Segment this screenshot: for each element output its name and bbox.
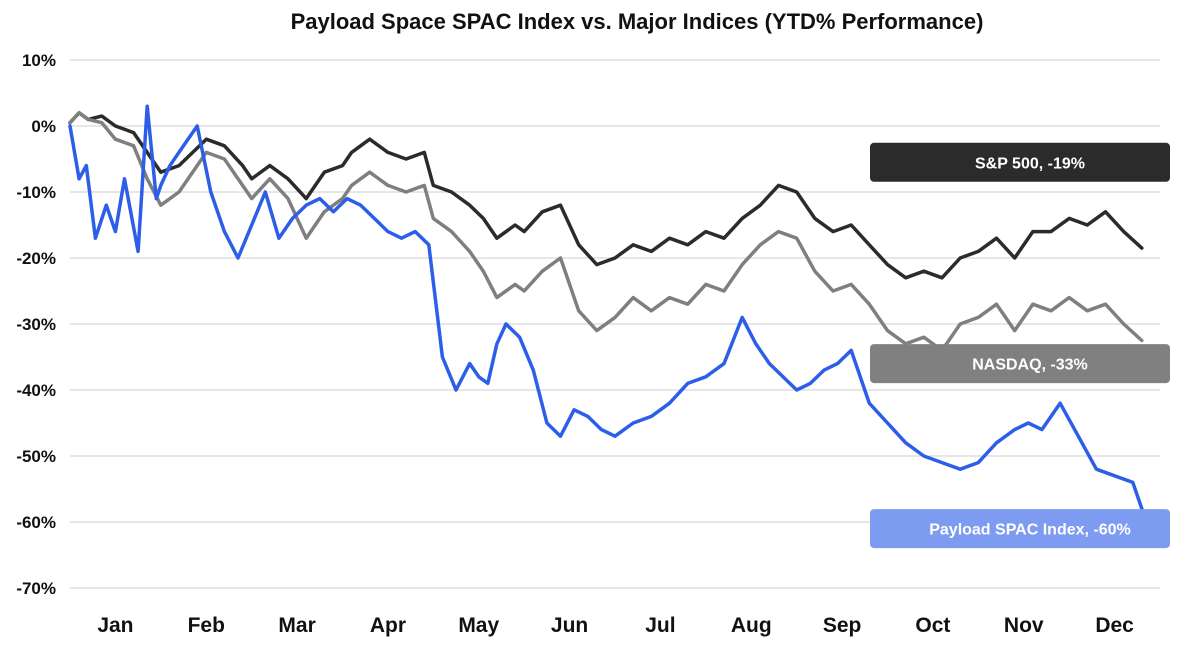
series-line <box>68 111 1144 353</box>
x-tick-label: Jul <box>645 614 675 637</box>
y-tick-label: -60% <box>16 513 56 532</box>
x-tick-label: Dec <box>1095 614 1134 637</box>
y-tick-label: -20% <box>16 249 56 268</box>
series-label: Payload SPAC Index, -60% <box>870 509 1170 549</box>
series-line <box>68 104 1149 524</box>
y-tick-label: -10% <box>16 183 56 202</box>
grid <box>70 59 1160 589</box>
x-tick-label: Sep <box>823 614 862 637</box>
x-tick-label: May <box>458 614 499 637</box>
series-label-text: Payload SPAC Index, -60% <box>929 522 1131 539</box>
series-labels: S&P 500, -19% NASDAQ, -33% Payload SPAC In… <box>870 142 1170 549</box>
y-tick-label: 10% <box>22 51 56 70</box>
y-tick-label: -50% <box>16 447 56 466</box>
series-label-text: S&P 500, -19% <box>975 155 1085 172</box>
series-lines <box>68 104 1149 524</box>
series-label-box <box>870 344 1170 384</box>
chart-title: Payload Space SPAC Index vs. Major Indic… <box>291 9 984 34</box>
series-label: NASDAQ, -33% <box>870 344 1170 384</box>
x-tick-label: Oct <box>915 614 950 637</box>
y-tick-label: 0% <box>31 117 56 136</box>
series-line <box>68 111 1144 280</box>
x-tick-label: Nov <box>1004 614 1044 637</box>
x-tick-label: Aug <box>731 614 772 637</box>
series-label-box <box>870 142 1170 182</box>
x-axis-ticks: Jan Feb Mar Apr May Jun Jul Aug Sep Oct Nov Dec <box>97 614 1134 637</box>
x-tick-label: Feb <box>188 614 225 637</box>
series-label-text: NASDAQ, -33% <box>972 357 1088 374</box>
y-axis-ticks: 10% 0% -10% -20% -30% -40% -50% -60% -70% <box>16 51 56 598</box>
x-tick-label: Jun <box>551 614 588 637</box>
y-tick-label: -70% <box>16 579 56 598</box>
series-label-box <box>870 509 1170 549</box>
x-tick-label: Apr <box>370 614 406 637</box>
y-tick-label: -30% <box>16 315 56 334</box>
x-tick-label: Jan <box>97 614 133 637</box>
y-tick-label: -40% <box>16 381 56 400</box>
series-label: S&P 500, -19% <box>870 142 1170 182</box>
x-tick-label: Mar <box>278 614 315 637</box>
